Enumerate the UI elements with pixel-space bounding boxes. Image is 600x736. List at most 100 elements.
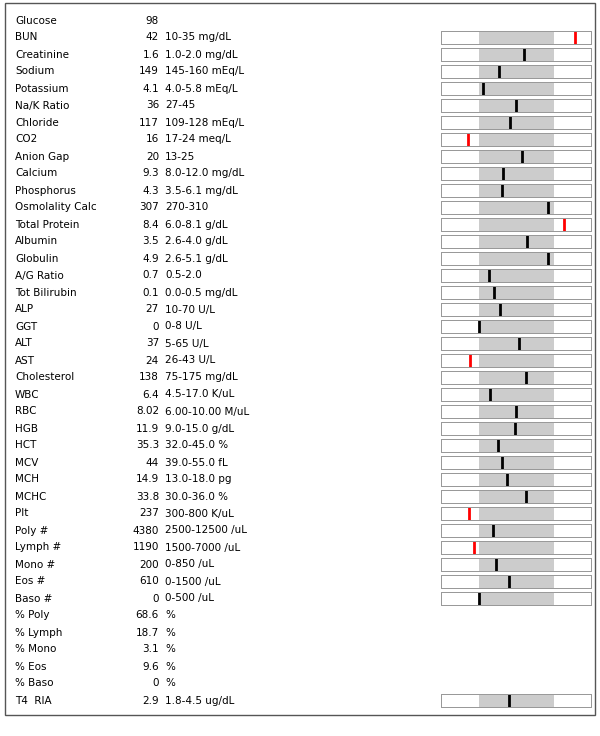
Bar xyxy=(441,99,591,113)
Text: Tot Bilirubin: Tot Bilirubin xyxy=(15,288,77,297)
Bar xyxy=(441,693,591,707)
Text: Globulin: Globulin xyxy=(15,253,58,263)
Bar xyxy=(441,370,591,384)
Text: 3.1: 3.1 xyxy=(142,645,159,654)
Bar xyxy=(441,506,591,520)
Bar xyxy=(479,48,554,62)
Bar xyxy=(441,405,591,419)
Text: 2.9: 2.9 xyxy=(142,696,159,706)
Bar xyxy=(441,166,591,180)
Text: Osmolality Calc: Osmolality Calc xyxy=(15,202,97,213)
Bar xyxy=(441,82,591,96)
Text: 18.7: 18.7 xyxy=(136,628,159,637)
Text: ALP: ALP xyxy=(15,305,34,314)
Text: Baso #: Baso # xyxy=(15,593,52,604)
Bar xyxy=(479,269,554,283)
Text: Lymph #: Lymph # xyxy=(15,542,61,553)
Text: 6.4: 6.4 xyxy=(142,389,159,400)
Text: HCT: HCT xyxy=(15,441,37,450)
Text: Poly #: Poly # xyxy=(15,526,49,536)
Text: 13.0-18.0 pg: 13.0-18.0 pg xyxy=(165,475,232,484)
Text: 37: 37 xyxy=(146,339,159,349)
Bar xyxy=(479,592,554,606)
Bar xyxy=(441,439,591,453)
Bar xyxy=(441,558,591,571)
Bar xyxy=(441,456,591,470)
Text: 2.6-4.0 g/dL: 2.6-4.0 g/dL xyxy=(165,236,227,247)
Text: 11.9: 11.9 xyxy=(136,423,159,434)
Bar xyxy=(479,200,554,214)
Bar xyxy=(441,132,591,146)
Bar xyxy=(479,506,554,520)
Bar xyxy=(479,235,554,249)
Bar xyxy=(441,388,591,401)
Text: Chloride: Chloride xyxy=(15,118,59,127)
Text: Cholesterol: Cholesterol xyxy=(15,372,74,383)
Text: 1.0-2.0 mg/dL: 1.0-2.0 mg/dL xyxy=(165,49,238,60)
Text: 0: 0 xyxy=(152,679,159,688)
Text: 8.02: 8.02 xyxy=(136,406,159,417)
Text: AST: AST xyxy=(15,355,35,366)
Bar xyxy=(479,489,554,503)
Bar xyxy=(479,422,554,436)
Text: 4.0-5.8 mEq/L: 4.0-5.8 mEq/L xyxy=(165,83,238,93)
Bar xyxy=(479,166,554,180)
Bar xyxy=(441,183,591,197)
Bar xyxy=(441,218,591,231)
Text: Creatinine: Creatinine xyxy=(15,49,69,60)
Bar xyxy=(441,489,591,503)
Bar xyxy=(479,252,554,266)
Bar xyxy=(479,405,554,419)
Bar xyxy=(441,592,591,606)
Bar xyxy=(441,269,591,283)
Bar xyxy=(479,30,554,44)
Text: 2500-12500 /uL: 2500-12500 /uL xyxy=(165,526,247,536)
Text: Albumin: Albumin xyxy=(15,236,58,247)
Text: 0-500 /uL: 0-500 /uL xyxy=(165,593,214,604)
Bar xyxy=(441,575,591,589)
Text: 42: 42 xyxy=(146,32,159,43)
Text: 10-35 mg/dL: 10-35 mg/dL xyxy=(165,32,231,43)
Bar xyxy=(441,116,591,130)
Bar xyxy=(441,200,591,214)
Text: 0.7: 0.7 xyxy=(143,271,159,280)
Bar xyxy=(441,353,591,367)
Text: 44: 44 xyxy=(146,458,159,467)
Bar xyxy=(479,439,554,453)
Text: CO2: CO2 xyxy=(15,135,37,144)
Bar xyxy=(441,473,591,486)
Text: 0: 0 xyxy=(152,322,159,331)
Bar xyxy=(441,30,591,44)
Text: 32.0-45.0 %: 32.0-45.0 % xyxy=(165,441,228,450)
Bar xyxy=(479,65,554,79)
Bar xyxy=(441,540,591,554)
Text: 3.5-6.1 mg/dL: 3.5-6.1 mg/dL xyxy=(165,185,238,196)
Text: %: % xyxy=(165,628,175,637)
Text: Eos #: Eos # xyxy=(15,576,46,587)
Bar xyxy=(479,149,554,163)
Bar xyxy=(441,30,591,44)
Bar xyxy=(441,439,591,453)
Bar xyxy=(441,422,591,436)
Bar xyxy=(441,540,591,554)
Text: Total Protein: Total Protein xyxy=(15,219,79,230)
Bar xyxy=(441,218,591,231)
Text: BUN: BUN xyxy=(15,32,37,43)
Bar xyxy=(441,353,591,367)
Text: MCV: MCV xyxy=(15,458,38,467)
Bar xyxy=(479,183,554,197)
Text: 0.5-2.0: 0.5-2.0 xyxy=(165,271,202,280)
Text: 200: 200 xyxy=(139,559,159,570)
Text: Phosphorus: Phosphorus xyxy=(15,185,76,196)
Text: 0.1: 0.1 xyxy=(143,288,159,297)
Text: 26-43 U/L: 26-43 U/L xyxy=(165,355,215,366)
Bar xyxy=(479,319,554,333)
Bar xyxy=(441,82,591,96)
Bar xyxy=(441,235,591,249)
Text: 13-25: 13-25 xyxy=(165,152,195,161)
Text: 4.3: 4.3 xyxy=(142,185,159,196)
Bar xyxy=(441,302,591,316)
Bar xyxy=(479,693,554,707)
Text: 35.3: 35.3 xyxy=(136,441,159,450)
Bar xyxy=(441,336,591,350)
